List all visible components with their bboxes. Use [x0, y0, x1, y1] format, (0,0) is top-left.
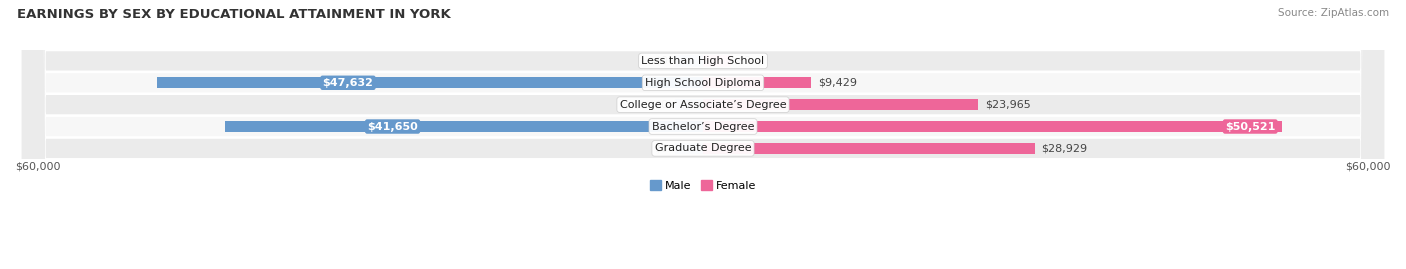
Bar: [675, 143, 703, 154]
Bar: [675, 55, 703, 67]
Text: College or Associate’s Degree: College or Associate’s Degree: [620, 100, 786, 110]
Bar: [675, 99, 703, 110]
FancyBboxPatch shape: [22, 0, 1384, 269]
Text: High School Diploma: High School Diploma: [645, 78, 761, 88]
Text: $28,929: $28,929: [1042, 143, 1088, 153]
Text: $0: $0: [655, 56, 669, 66]
Text: $50,521: $50,521: [1225, 122, 1275, 132]
Bar: [703, 77, 811, 89]
Text: Graduate Degree: Graduate Degree: [655, 143, 751, 153]
Legend: Male, Female: Male, Female: [645, 176, 761, 195]
Text: $47,632: $47,632: [322, 78, 374, 88]
Bar: [703, 99, 977, 110]
Bar: [703, 55, 731, 67]
FancyBboxPatch shape: [22, 0, 1384, 269]
Text: Bachelor’s Degree: Bachelor’s Degree: [652, 122, 754, 132]
FancyBboxPatch shape: [22, 0, 1384, 269]
Bar: [703, 121, 1282, 132]
Text: $0: $0: [655, 100, 669, 110]
Text: $60,000: $60,000: [15, 161, 60, 171]
Bar: [703, 143, 1035, 154]
Text: $23,965: $23,965: [984, 100, 1031, 110]
Text: Less than High School: Less than High School: [641, 56, 765, 66]
Text: Source: ZipAtlas.com: Source: ZipAtlas.com: [1278, 8, 1389, 18]
Text: $60,000: $60,000: [1346, 161, 1391, 171]
Text: $9,429: $9,429: [818, 78, 858, 88]
FancyBboxPatch shape: [22, 0, 1384, 269]
Bar: [225, 121, 703, 132]
FancyBboxPatch shape: [22, 0, 1384, 269]
Text: EARNINGS BY SEX BY EDUCATIONAL ATTAINMENT IN YORK: EARNINGS BY SEX BY EDUCATIONAL ATTAINMEN…: [17, 8, 450, 21]
Text: $41,650: $41,650: [367, 122, 418, 132]
Text: $0: $0: [655, 143, 669, 153]
Text: $0: $0: [737, 56, 751, 66]
Bar: [157, 77, 703, 89]
